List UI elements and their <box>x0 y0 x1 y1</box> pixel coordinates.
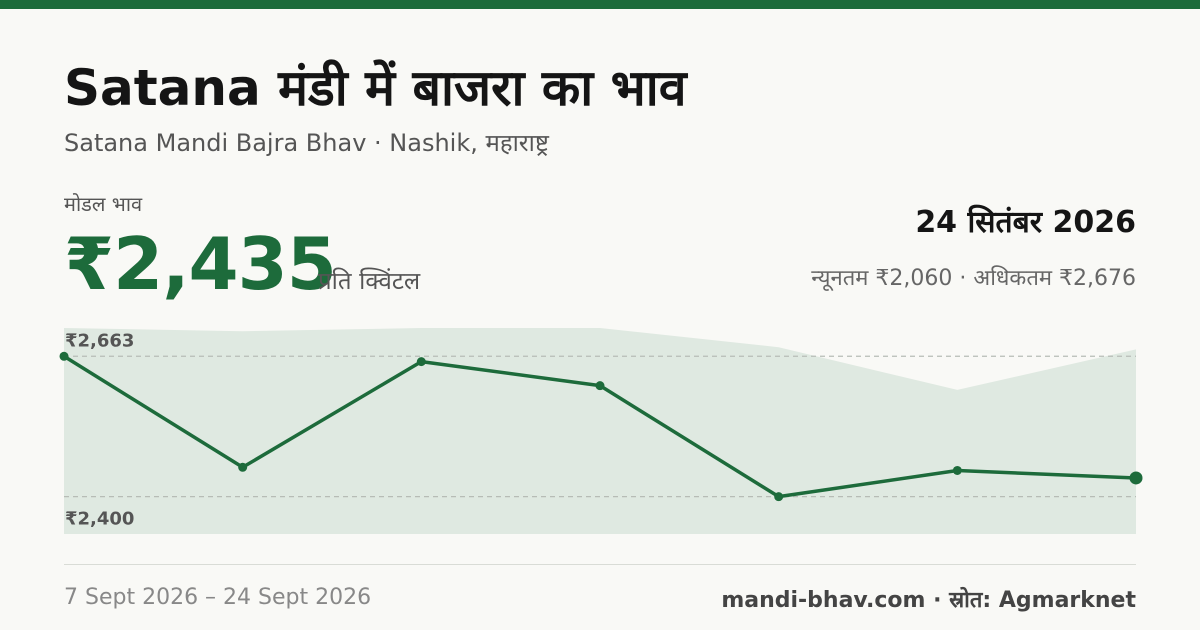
price-point <box>774 492 784 502</box>
price-range-band <box>64 328 1136 534</box>
modal-price-label: मोडल भाव <box>64 192 143 216</box>
top-accent-bar <box>0 0 1200 9</box>
source-credit: mandi-bhav.com · स्रोत: Agmarknet <box>721 588 1136 613</box>
min-max-range: न्यूनतम ₹2,060 · अधिकतम ₹2,676 <box>811 266 1136 291</box>
footer-divider <box>64 564 1136 565</box>
latest-price-point <box>1129 471 1143 485</box>
price-date: 24 सितंबर 2026 <box>915 205 1136 240</box>
price-point <box>416 357 426 367</box>
price-unit: प्रति क्विंटल <box>318 267 421 295</box>
reference-label: ₹2,663 <box>65 330 134 351</box>
modal-price-value: ₹2,435 <box>64 222 337 306</box>
price-point <box>59 351 69 361</box>
page-title: Satana मंडी में बाजरा का भाव <box>64 59 687 117</box>
price-point <box>595 381 605 391</box>
price-point <box>952 465 962 475</box>
price-point <box>238 462 248 472</box>
page-subtitle: Satana Mandi Bajra Bhav · Nashik, महाराष… <box>64 129 549 157</box>
date-period: 7 Sept 2026 – 24 Sept 2026 <box>64 585 372 610</box>
reference-label: ₹2,400 <box>65 509 134 530</box>
